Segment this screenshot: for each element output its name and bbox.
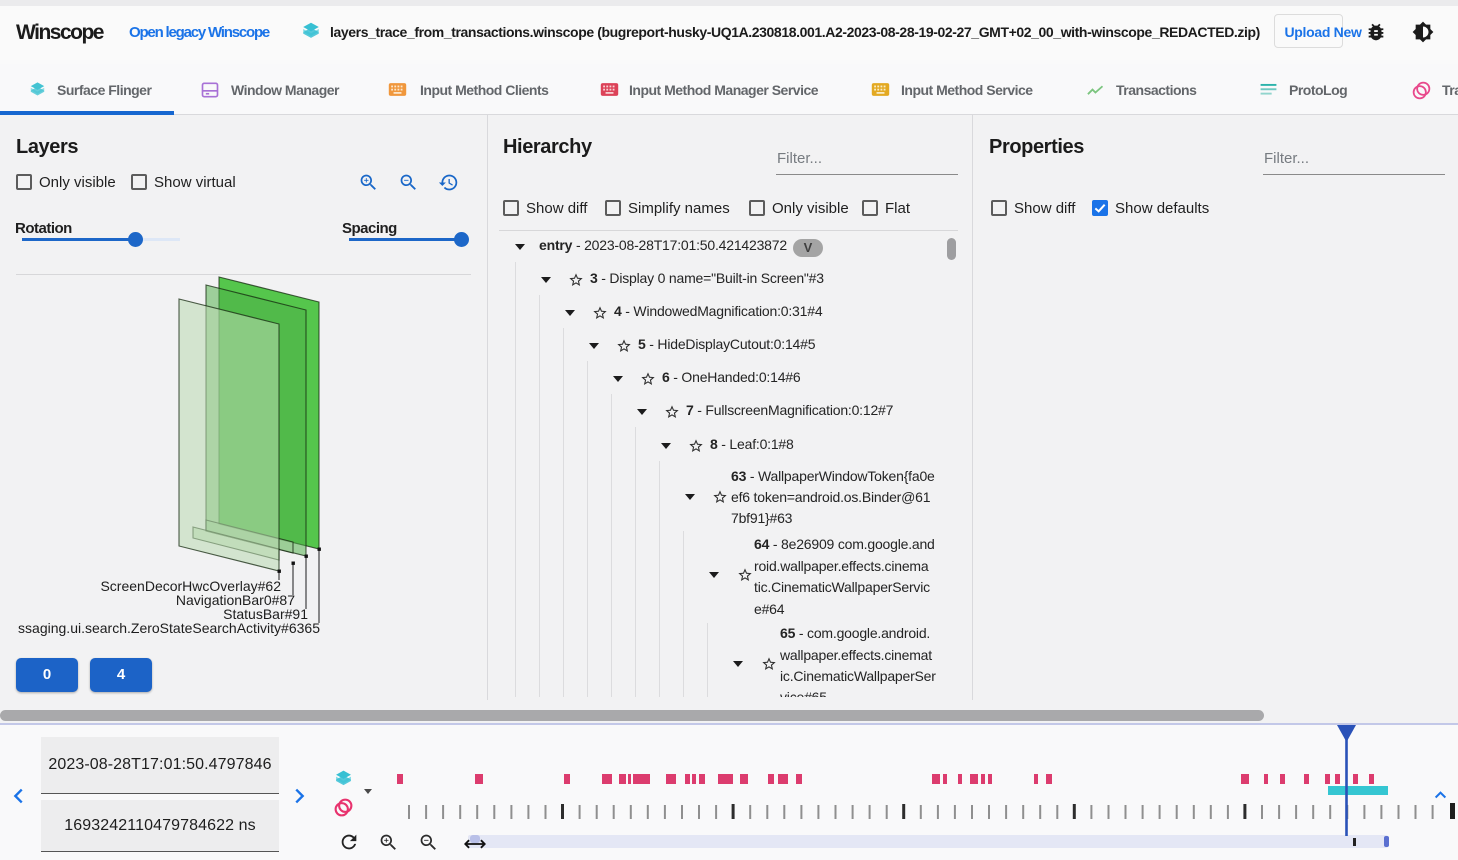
svg-text:ssaging.ui.search.ZeroStateSea: ssaging.ui.search.ZeroStateSearchActivit… <box>18 620 320 636</box>
svg-text:NavigationBar0#87: NavigationBar0#87 <box>176 592 295 608</box>
svg-text:StatusBar#91: StatusBar#91 <box>223 606 308 622</box>
svg-text:ScreenDecorHwcOverlay#62: ScreenDecorHwcOverlay#62 <box>100 578 281 594</box>
